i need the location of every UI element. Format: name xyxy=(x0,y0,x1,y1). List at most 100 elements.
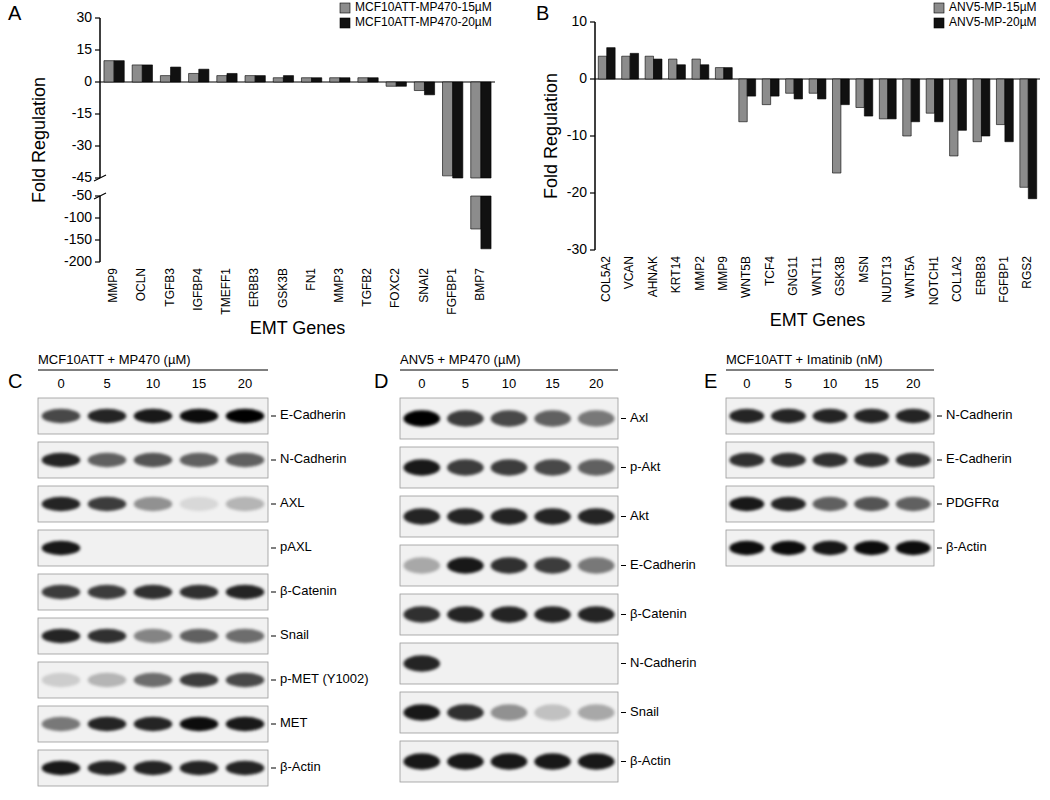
y-tick-label: -45 xyxy=(72,169,92,185)
y-tick xyxy=(95,261,100,262)
legend-label: MCF10ATT-MP470-20µM xyxy=(355,15,492,29)
blot-band xyxy=(403,606,440,622)
blot-row-label: pAXL xyxy=(280,539,312,554)
axis-break-mark xyxy=(94,175,106,181)
blot-band xyxy=(134,409,173,423)
bar xyxy=(142,65,152,82)
blot-band xyxy=(42,761,81,775)
blot-band xyxy=(491,557,528,573)
blot-title-rule xyxy=(400,370,618,371)
y-tick-label: 15 xyxy=(76,41,92,57)
y-tick-label: 10 xyxy=(571,13,587,29)
blot-row: MET xyxy=(38,706,308,742)
blot-strip xyxy=(38,750,268,786)
bar xyxy=(227,73,237,82)
bar xyxy=(283,76,293,82)
y-tick-label: -150 xyxy=(64,231,92,247)
blot-strip xyxy=(38,530,268,566)
blot-band xyxy=(854,409,889,423)
blot-title: MCF10ATT + MP470 (µM) xyxy=(38,352,191,367)
label-leader xyxy=(271,768,276,769)
blot-row-label: N-Cadherin xyxy=(946,407,1012,422)
blot-band xyxy=(813,409,848,423)
blot-band xyxy=(88,629,127,643)
bar xyxy=(809,79,817,93)
blot-band xyxy=(896,409,931,423)
label-leader xyxy=(937,548,942,549)
y-tick xyxy=(95,145,100,146)
blot-row-label: E-Cadherin xyxy=(630,557,696,572)
blot-band xyxy=(896,541,931,555)
x-tick-label: TGFB2 xyxy=(360,268,374,307)
blot-band xyxy=(813,453,848,467)
label-leader xyxy=(271,460,276,461)
bar xyxy=(669,59,677,79)
lane-label: 0 xyxy=(743,376,750,391)
x-tick-label: ERBB3 xyxy=(974,256,988,296)
blot-band xyxy=(534,704,571,720)
legend-swatch xyxy=(340,3,350,13)
blot-row-label: β-Catenin xyxy=(280,583,337,598)
bar xyxy=(950,79,958,156)
blot-band xyxy=(578,753,615,769)
blot-band xyxy=(447,459,484,475)
y-tick-label: 0 xyxy=(579,70,587,86)
blot-band xyxy=(729,409,764,423)
x-tick-label: COL1A2 xyxy=(950,256,964,302)
blot-band xyxy=(88,761,127,775)
blot-band xyxy=(180,629,219,643)
bar xyxy=(981,79,989,136)
blot-row: Axl xyxy=(400,398,648,439)
bar xyxy=(424,82,434,95)
blot-band xyxy=(134,453,173,467)
x-tick-label: RGS2 xyxy=(1020,256,1034,289)
bar xyxy=(104,61,114,82)
blot-strip xyxy=(400,496,618,537)
blot-band xyxy=(226,541,265,555)
blot-row: N-Cadherin xyxy=(38,442,346,478)
bar xyxy=(171,67,181,82)
y-tick xyxy=(95,49,100,50)
blot-row: β-Catenin xyxy=(400,594,687,635)
panel-letter: C xyxy=(8,370,22,392)
bar xyxy=(794,79,802,99)
bar xyxy=(841,79,849,105)
blot-row-label: β-Catenin xyxy=(630,606,687,621)
blot-band xyxy=(134,629,173,643)
blot-row-label: E-Cadherin xyxy=(946,451,1012,466)
bar xyxy=(692,59,700,79)
x-axis-title: EMT Genes xyxy=(770,310,866,330)
y-tick xyxy=(95,239,100,240)
figure: A30150-15-30-45-50-100-150-200MMP9OCLNTG… xyxy=(0,0,1050,800)
bar xyxy=(645,56,653,79)
blot-band xyxy=(813,541,848,555)
x-tick-label: MMP9 xyxy=(716,256,730,291)
western-blot: EMCF10ATT + Imatinib (nM)05101520N-Cadhe… xyxy=(704,352,1012,566)
blot-band xyxy=(180,541,219,555)
y-tick xyxy=(590,135,595,136)
blot-band xyxy=(88,541,127,555)
lane-label: 5 xyxy=(103,376,110,391)
label-leader xyxy=(271,548,276,549)
y-tick-label: -100 xyxy=(64,209,92,225)
blot-row: β-Actin xyxy=(726,530,987,566)
legend-label: ANV5-MP-20µM xyxy=(949,15,1037,29)
bar xyxy=(700,65,708,79)
bar xyxy=(1005,79,1013,142)
bar xyxy=(911,79,919,122)
blot-band xyxy=(771,541,806,555)
blot-band xyxy=(534,508,571,524)
bar-chart: B100-10-20-30COL5A2VCANAHNAKKRT14MMP2MMP… xyxy=(536,0,1040,330)
x-tick-label: GSK3B xyxy=(276,268,290,308)
blot-band xyxy=(88,453,127,467)
blot-band xyxy=(180,673,219,687)
x-tick-label: BMP7 xyxy=(473,268,487,301)
blot-band xyxy=(42,409,81,423)
blot-band xyxy=(180,717,219,731)
blot-band xyxy=(134,497,173,511)
bar xyxy=(926,79,934,113)
x-tick-label: MSN xyxy=(857,256,871,283)
bar xyxy=(132,65,142,82)
bar xyxy=(771,79,779,96)
y-tick-label: -30 xyxy=(567,241,587,257)
